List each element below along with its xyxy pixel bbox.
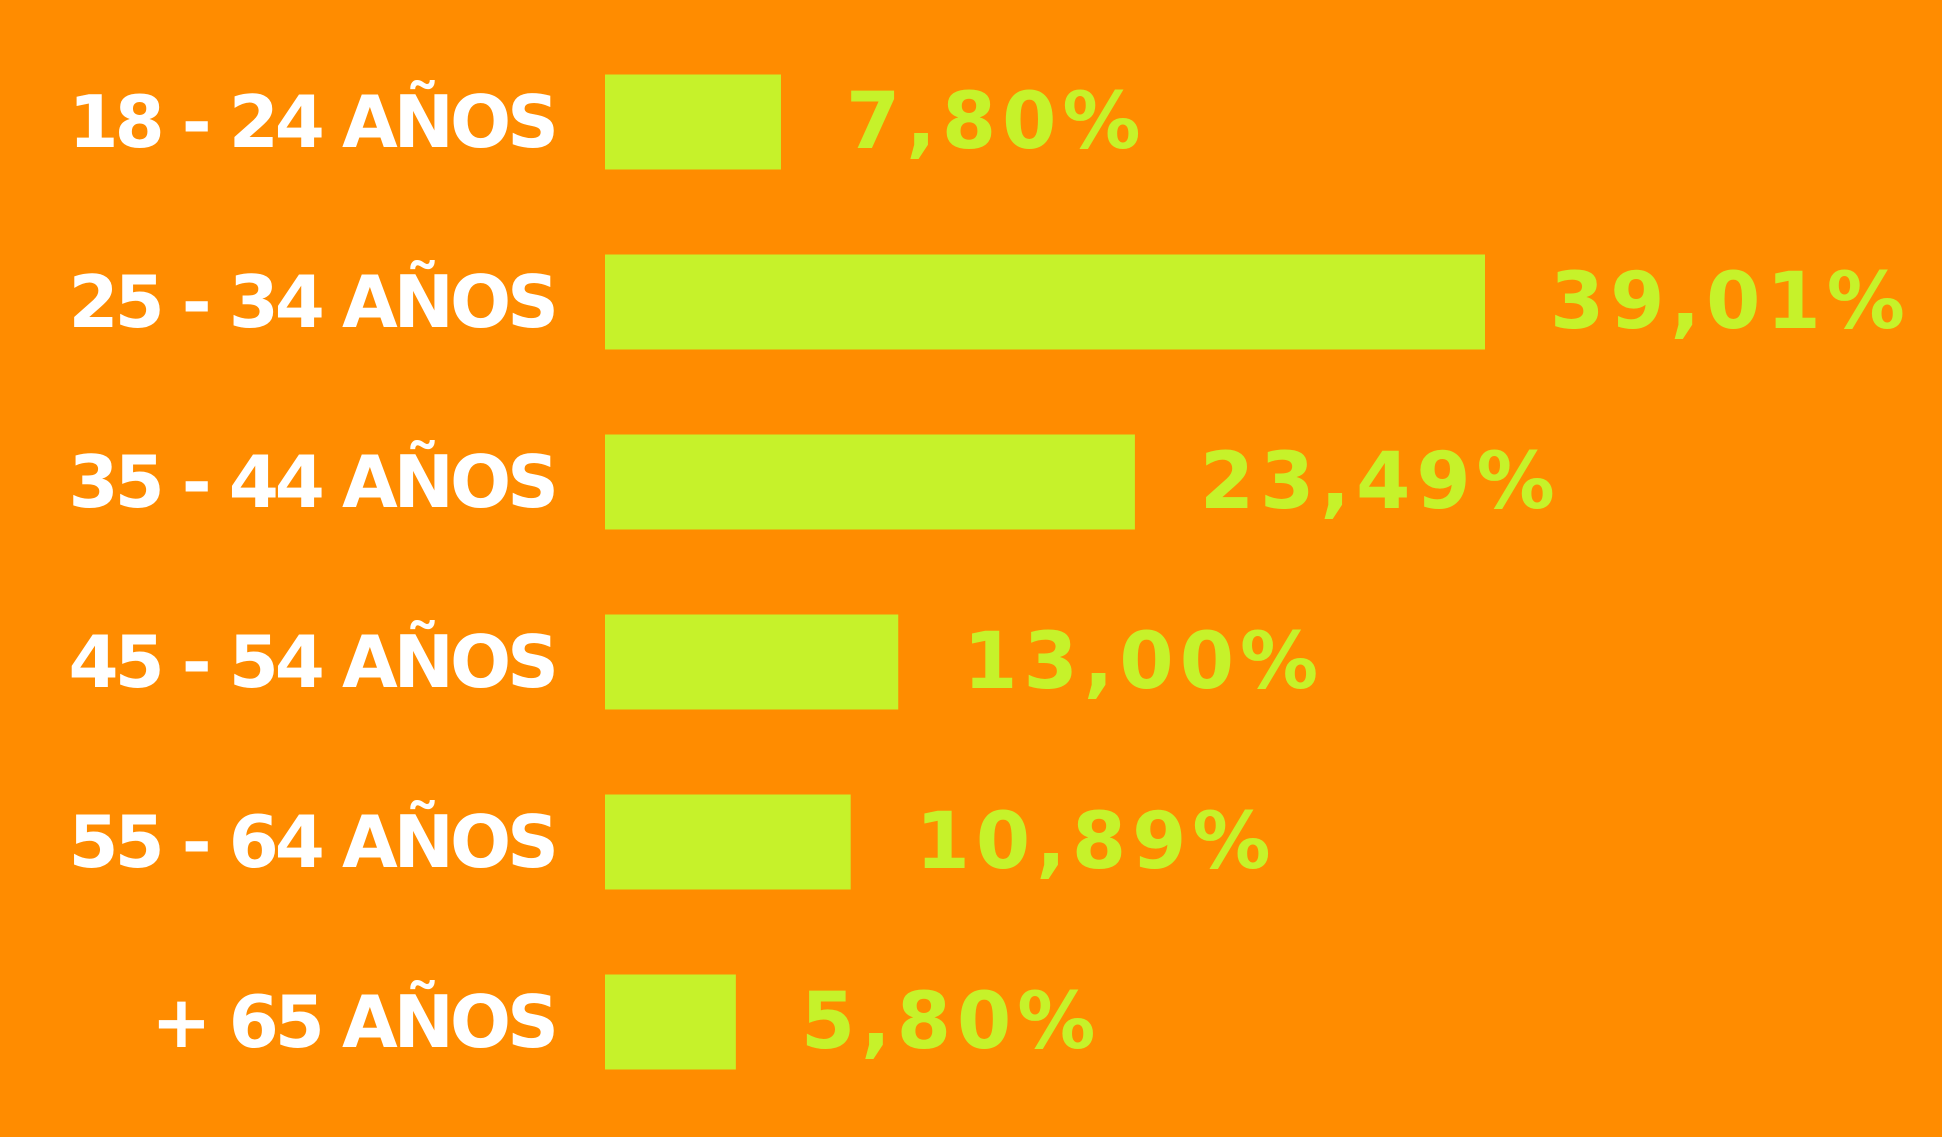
bar bbox=[605, 74, 781, 170]
value-label: 7,80% bbox=[846, 77, 1147, 167]
value-label: 13,00% bbox=[963, 617, 1324, 707]
bar bbox=[605, 974, 736, 1070]
bar bbox=[605, 794, 851, 890]
bar bbox=[605, 434, 1135, 530]
value-label: 23,49% bbox=[1200, 437, 1561, 527]
category-label: 55 - 64 AÑOS bbox=[68, 800, 555, 884]
bar bbox=[605, 254, 1485, 350]
category-label: 18 - 24 AÑOS bbox=[68, 80, 555, 164]
value-label: 5,80% bbox=[801, 977, 1102, 1067]
category-label: 35 - 44 AÑOS bbox=[68, 440, 555, 524]
bar bbox=[605, 614, 899, 710]
category-label: + 65 AÑOS bbox=[151, 980, 555, 1064]
value-label: 39,01% bbox=[1550, 257, 1911, 347]
category-label: 45 - 54 AÑOS bbox=[68, 620, 555, 704]
category-label: 25 - 34 AÑOS bbox=[68, 260, 555, 344]
value-label: 10,89% bbox=[916, 797, 1277, 887]
